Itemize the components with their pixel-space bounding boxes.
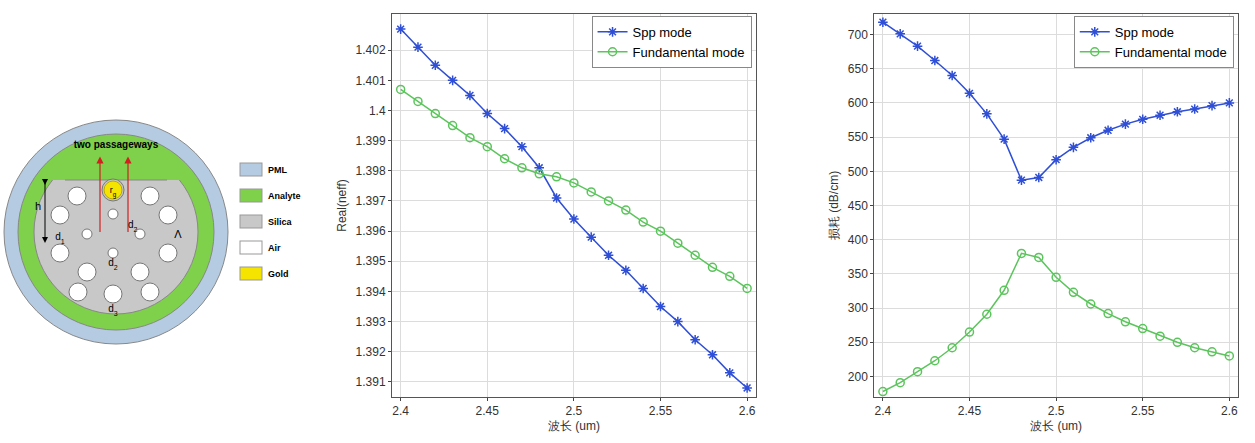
svg-text:Air: Air: [268, 243, 281, 253]
svg-text:1.399: 1.399: [356, 134, 386, 148]
svg-text:Fundamental mode: Fundamental mode: [1115, 45, 1227, 60]
svg-text:rg: rg: [110, 185, 117, 199]
svg-text:Λ: Λ: [174, 228, 182, 240]
svg-text:2.5: 2.5: [1048, 404, 1065, 418]
svg-text:2.4: 2.4: [392, 404, 409, 418]
svg-text:2.45: 2.45: [958, 404, 982, 418]
svg-text:Fundamental mode: Fundamental mode: [633, 45, 745, 60]
svg-text:600: 600: [848, 96, 868, 110]
svg-text:1.396: 1.396: [356, 224, 386, 238]
svg-text:500: 500: [848, 165, 868, 179]
svg-text:PML: PML: [268, 165, 288, 175]
svg-text:1.392: 1.392: [356, 345, 386, 359]
svg-text:d1: d1: [55, 231, 65, 245]
svg-text:d3: d3: [108, 303, 118, 317]
svg-text:300: 300: [848, 301, 868, 315]
svg-text:450: 450: [848, 199, 868, 213]
svg-text:350: 350: [848, 267, 868, 281]
svg-text:d2: d2: [128, 219, 138, 233]
svg-text:Analyte: Analyte: [268, 191, 301, 201]
svg-text:Spp mode: Spp mode: [1115, 25, 1174, 40]
svg-text:Gold: Gold: [268, 269, 289, 279]
svg-text:550: 550: [848, 130, 868, 144]
svg-text:Spp mode: Spp mode: [633, 25, 692, 40]
svg-text:Real(neff): Real(neff): [335, 179, 349, 231]
svg-text:损耗 (dB/cm): 损耗 (dB/cm): [827, 171, 841, 240]
svg-text:650: 650: [848, 62, 868, 76]
svg-text:1.395: 1.395: [356, 254, 386, 268]
svg-text:d2: d2: [108, 257, 118, 271]
svg-text:2.4: 2.4: [875, 404, 892, 418]
svg-text:400: 400: [848, 233, 868, 247]
svg-text:2.6: 2.6: [1221, 404, 1238, 418]
svg-text:1.397: 1.397: [356, 194, 386, 208]
svg-text:Silica: Silica: [268, 217, 293, 227]
svg-text:2.5: 2.5: [566, 404, 583, 418]
svg-text:2.55: 2.55: [1131, 404, 1155, 418]
svg-text:波长 (um): 波长 (um): [1030, 419, 1082, 433]
svg-text:1.394: 1.394: [356, 285, 386, 299]
svg-text:1.401: 1.401: [356, 74, 386, 88]
svg-text:1.4: 1.4: [369, 104, 386, 118]
svg-text:波长 (um): 波长 (um): [548, 419, 600, 433]
svg-text:1.393: 1.393: [356, 315, 386, 329]
svg-text:1.391: 1.391: [356, 375, 386, 389]
svg-text:2.45: 2.45: [476, 404, 500, 418]
svg-text:1.402: 1.402: [356, 43, 386, 57]
svg-text:2.55: 2.55: [649, 404, 673, 418]
svg-text:2.6: 2.6: [739, 404, 756, 418]
svg-text:two passageways: two passageways: [74, 139, 159, 150]
svg-text:h: h: [35, 200, 41, 212]
svg-text:200: 200: [848, 370, 868, 384]
svg-text:1.398: 1.398: [356, 164, 386, 178]
svg-text:700: 700: [848, 28, 868, 42]
svg-text:250: 250: [848, 335, 868, 349]
